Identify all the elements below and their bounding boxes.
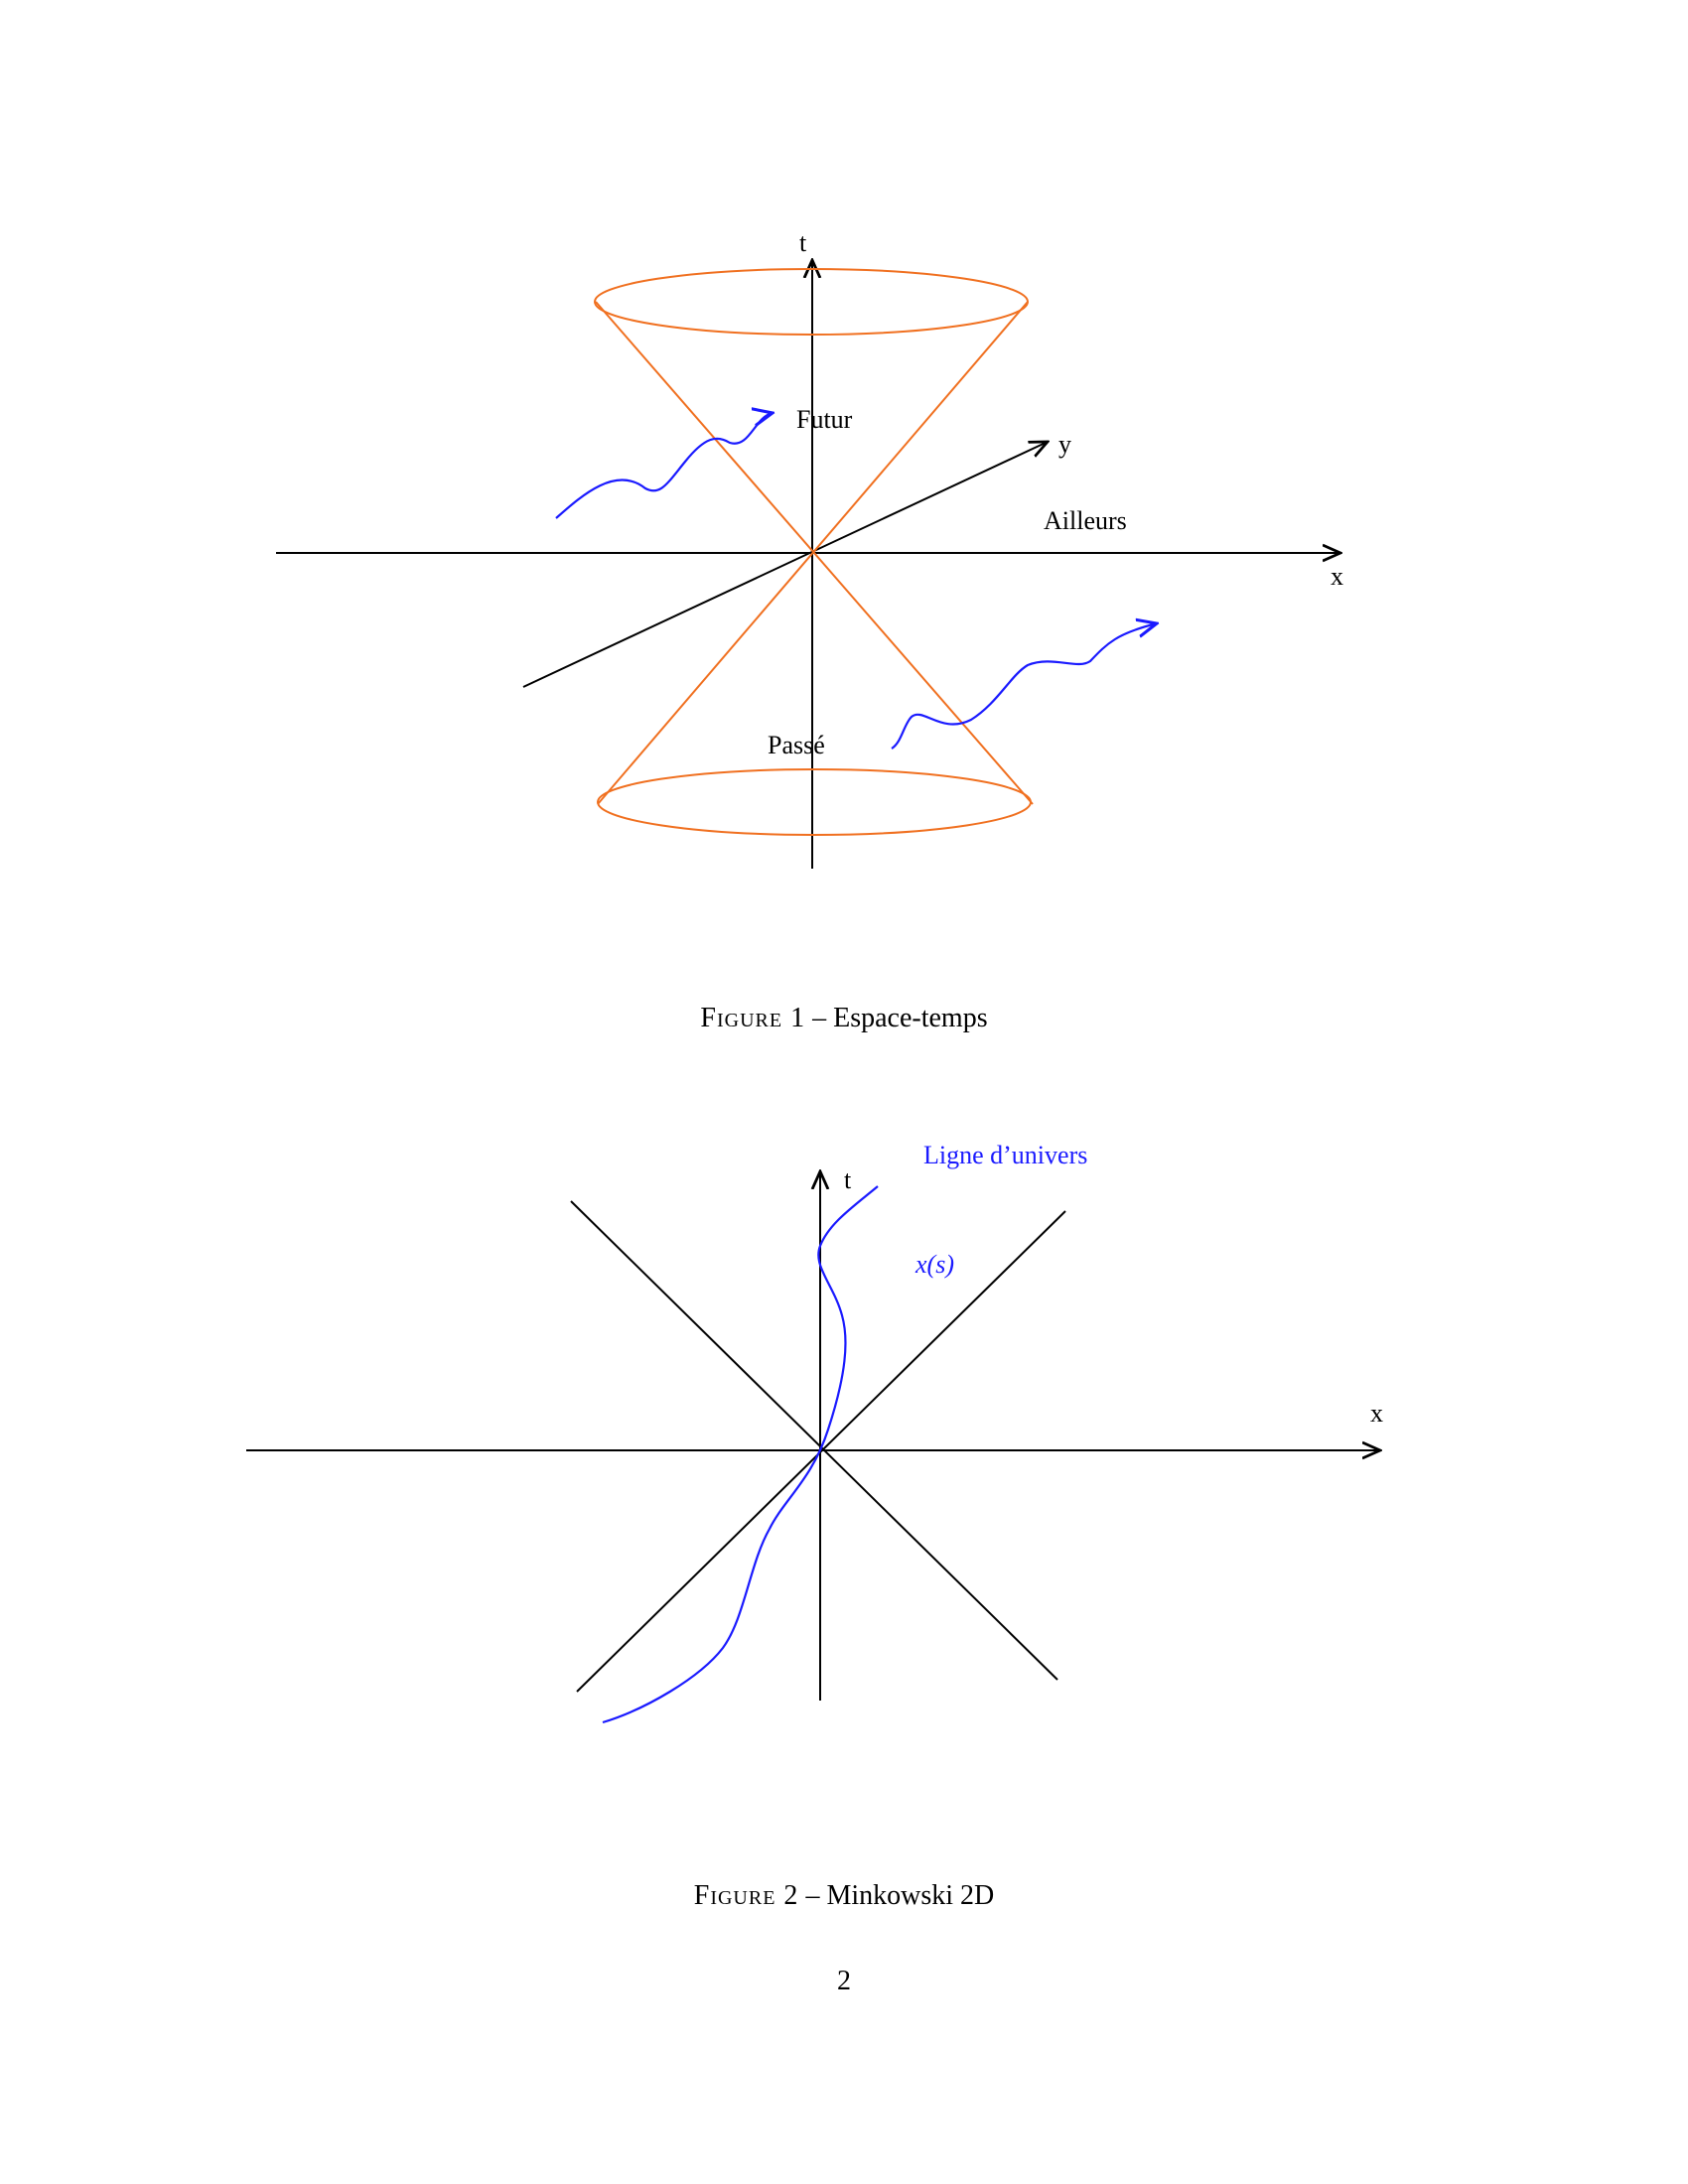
- figure-1-caption: Figure 1 – Espace-temps: [0, 1003, 1688, 1034]
- figure-2-caption: Figure 2 – Minkowski 2D: [0, 1880, 1688, 1912]
- fig2-lightline-down-right: [570, 1200, 1058, 1681]
- past-label: Passé: [768, 731, 825, 759]
- worldline-right: [891, 623, 1157, 750]
- fig2-worldline: [602, 1185, 879, 1724]
- y-axis-label: y: [1058, 430, 1071, 459]
- future-label: Futur: [796, 405, 853, 434]
- fig2-x-axis-label: x: [1370, 1399, 1383, 1428]
- worldline-left: [555, 413, 773, 519]
- figure-2-caption-text: Minkowski 2D: [826, 1880, 995, 1911]
- light-cone: [594, 268, 1034, 836]
- xs-label: x(s): [914, 1250, 954, 1279]
- fig2-lightline-up-right: [576, 1210, 1066, 1693]
- t-axis-label: t: [799, 228, 807, 257]
- figure-2-minkowski-diagram: t x Ligne d’univers x(s): [246, 1141, 1383, 1724]
- y-axis: [522, 442, 1048, 688]
- figure-1-spacetime-diagram: t y x Futur Ailleurs Passé: [276, 228, 1343, 869]
- worldline-label: Ligne d’univers: [923, 1141, 1087, 1169]
- elsewhere-label: Ailleurs: [1044, 506, 1127, 535]
- figure-1-caption-sep: –: [812, 1003, 827, 1033]
- figure-1-caption-prefix: Figure 1: [700, 1003, 806, 1033]
- figure-2-caption-prefix: Figure 2: [693, 1880, 799, 1911]
- figure-1-caption-text: Espace-temps: [833, 1003, 988, 1033]
- figure-2-caption-sep: –: [805, 1880, 820, 1911]
- page-number: 2: [837, 1966, 851, 1996]
- fig2-t-axis-label: t: [844, 1165, 852, 1194]
- x-axis-label: x: [1331, 562, 1343, 591]
